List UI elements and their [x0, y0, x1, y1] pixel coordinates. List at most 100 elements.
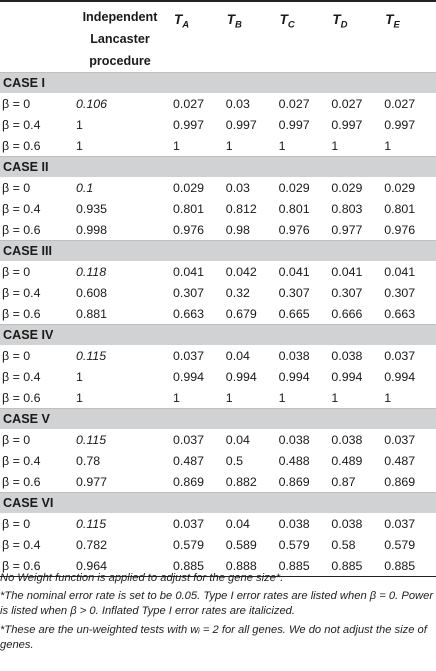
- test-value-cell: 0.5: [225, 453, 244, 468]
- test-value-cell: 0.307: [173, 285, 205, 300]
- test-value-cell: 0.885: [278, 558, 310, 573]
- test-value-cell: 0.869: [173, 474, 205, 489]
- test-value-cell: 0.037: [173, 432, 205, 447]
- beta-cell: β = 0.4: [2, 285, 41, 300]
- header-lancaster: Independent Lancaster procedure: [82, 10, 158, 68]
- test-value-cell: 0.487: [173, 453, 205, 468]
- test-value-cell: 0.888: [225, 558, 257, 573]
- test-value-cell: 0.994: [331, 369, 363, 384]
- test-value-cell: 0.98: [225, 222, 250, 237]
- test-value-cell: 0.58: [331, 537, 356, 552]
- test-value-cell: 0.977: [331, 222, 363, 237]
- beta-cell: β = 0.4: [2, 537, 41, 552]
- table-row: β = 0.4 0.608 0.307 0.32 0.307 0.307 0.307: [0, 282, 436, 303]
- case-title: CASE V: [0, 408, 436, 429]
- footnote-1: No Weight function is applied to adjust …: [0, 572, 284, 584]
- test-value-cell: 0.885: [173, 558, 205, 573]
- test-value-cell: 0.589: [225, 537, 257, 552]
- beta-cell: β = 0.6: [2, 138, 41, 153]
- case-title: CASE I: [0, 72, 436, 93]
- test-value-cell: 0.307: [331, 285, 363, 300]
- header-test-b: TB: [226, 12, 242, 31]
- test-value-cell: 0.801: [384, 201, 416, 216]
- test-value-cell: 0.579: [384, 537, 416, 552]
- test-value-cell: 0.041: [384, 264, 416, 279]
- test-value-cell: 1: [225, 390, 233, 405]
- test-value-cell: 0.038: [278, 348, 310, 363]
- test-value-cell: 0.885: [331, 558, 363, 573]
- test-value-cell: 0.04: [225, 432, 250, 447]
- beta-cell: β = 0.4: [2, 369, 41, 384]
- test-value-cell: 1: [173, 138, 180, 153]
- test-value-cell: 0.997: [384, 117, 416, 132]
- test-value-cell: 0.037: [173, 516, 205, 531]
- test-value-cell: 0.679: [225, 306, 257, 321]
- test-value-cell: 0.579: [173, 537, 205, 552]
- beta-cell: β = 0.6: [2, 558, 41, 573]
- footnote-3: *These are the un-weighted tests with wᵢ…: [0, 623, 427, 651]
- test-value-cell: 0.488: [278, 453, 310, 468]
- test-value-cell: 1: [384, 138, 392, 153]
- test-value-cell: 0.665: [278, 306, 310, 321]
- test-value-cell: 0.027: [331, 96, 363, 111]
- test-value-cell: 0.976: [384, 222, 416, 237]
- test-value-cell: 1: [225, 138, 233, 153]
- lancaster-cell: 0.106: [76, 96, 108, 111]
- test-value-cell: 0.579: [278, 537, 310, 552]
- table-row: β = 0 0.1 0.029 0.03 0.029 0.029 0.029: [0, 177, 436, 198]
- lancaster-cell: 0.118: [76, 264, 107, 279]
- case-title: CASE IV: [0, 324, 436, 345]
- test-value-cell: 0.029: [384, 180, 416, 195]
- table-row: β = 0.4 0.78 0.487 0.5 0.488 0.489 0.487: [0, 450, 436, 471]
- test-value-cell: 0.03: [225, 180, 250, 195]
- lancaster-cell: 0.78: [76, 453, 101, 468]
- beta-cell: β = 0.6: [2, 474, 41, 489]
- table-row: β = 0.6 0.998 0.976 0.98 0.976 0.977 0.976: [0, 219, 436, 241]
- lancaster-cell: 0.782: [76, 537, 108, 552]
- case-header-row: CASE III: [0, 240, 436, 261]
- test-value-cell: 0.994: [173, 369, 205, 384]
- test-value-cell: 0.801: [278, 201, 310, 216]
- beta-cell: β = 0.4: [2, 117, 41, 132]
- beta-cell: β = 0.6: [2, 222, 41, 237]
- table-row: β = 0 0.106 0.027 0.03 0.027 0.027 0.027: [0, 93, 436, 114]
- test-value-cell: 0.027: [173, 96, 205, 111]
- case-header-row: CASE IV: [0, 324, 436, 345]
- test-value-cell: 0.487: [384, 453, 416, 468]
- table-row: β = 0 0.118 0.041 0.042 0.041 0.041 0.041: [0, 261, 436, 282]
- test-value-cell: 0.994: [278, 369, 310, 384]
- lancaster-cell: 0.935: [76, 201, 108, 216]
- test-value-cell: 0.994: [384, 369, 416, 384]
- test-value-cell: 0.997: [278, 117, 310, 132]
- test-value-cell: 0.027: [278, 96, 310, 111]
- table-row: β = 0.6 1 1 1 1 1 1: [0, 387, 436, 409]
- table-bottom-rule: [0, 576, 436, 577]
- beta-cell: β = 0.4: [2, 453, 41, 468]
- test-value-cell: 0.803: [331, 201, 363, 216]
- test-value-cell: 0.037: [384, 516, 416, 531]
- test-value-cell: 0.037: [384, 432, 416, 447]
- lancaster-cell: 1: [76, 390, 83, 405]
- test-value-cell: 0.307: [278, 285, 310, 300]
- test-value-cell: 0.32: [225, 285, 250, 300]
- header-test-a: TA: [174, 12, 190, 31]
- case-title: CASE II: [0, 156, 436, 177]
- test-value-cell: 0.041: [278, 264, 310, 279]
- test-value-cell: 0.976: [278, 222, 310, 237]
- results-table: Independent Lancaster procedure TA TB TC…: [0, 2, 436, 577]
- test-value-cell: 0.882: [225, 474, 257, 489]
- lancaster-cell: 1: [76, 369, 83, 384]
- lancaster-cell: 0.115: [76, 348, 107, 363]
- case-title: CASE III: [0, 240, 436, 261]
- test-value-cell: 0.029: [278, 180, 310, 195]
- test-value-cell: 0.04: [225, 348, 250, 363]
- beta-cell: β = 0: [2, 348, 31, 363]
- test-value-cell: 1: [173, 390, 180, 405]
- test-value-cell: 0.801: [173, 201, 205, 216]
- header-blank: [0, 2, 68, 73]
- test-value-cell: 0.869: [278, 474, 310, 489]
- lancaster-cell: 0.964: [76, 558, 108, 573]
- table-row: β = 0 0.115 0.037 0.04 0.038 0.038 0.037: [0, 513, 436, 534]
- case-header-row: CASE II: [0, 156, 436, 177]
- lancaster-cell: 0.977: [76, 474, 108, 489]
